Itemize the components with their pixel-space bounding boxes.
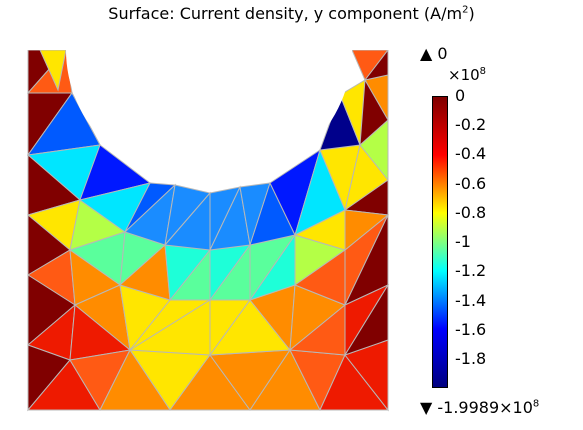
chart-title: Surface: Current density, y component (A…: [108, 4, 475, 23]
mesh-element: [344, 209, 390, 252]
colorbar: [432, 96, 448, 388]
colorbar-tick-label: 0: [455, 86, 466, 105]
top-margin: [20, 30, 400, 50]
colorbar-tick-label: -1.4: [455, 290, 487, 310]
mesh-element: [363, 48, 389, 81]
mesh-element: [343, 283, 389, 356]
colorbar-multiplier: ×108: [448, 66, 487, 84]
mesh-element: [359, 78, 389, 147]
colorbar-tick-label: -1.2: [455, 261, 487, 281]
colorbar-tick-label: -0.8: [455, 202, 487, 222]
colorbar-tick-label: -1.6: [455, 319, 487, 339]
max-value-label: ▲ 0: [420, 44, 448, 63]
colorbar-tick-label: -1.8: [455, 348, 487, 368]
colorbar-tick-label: -1: [455, 232, 471, 252]
colorbar-tick-label: -0.4: [455, 144, 487, 164]
colorbar-tick-label: -0.2: [455, 115, 487, 135]
mesh-element: [99, 349, 171, 411]
min-value-label: ▼ -1.9989×108: [420, 398, 540, 417]
colorbar-tick-label: -0.6: [455, 173, 487, 193]
domain-hole: [66, 45, 352, 186]
